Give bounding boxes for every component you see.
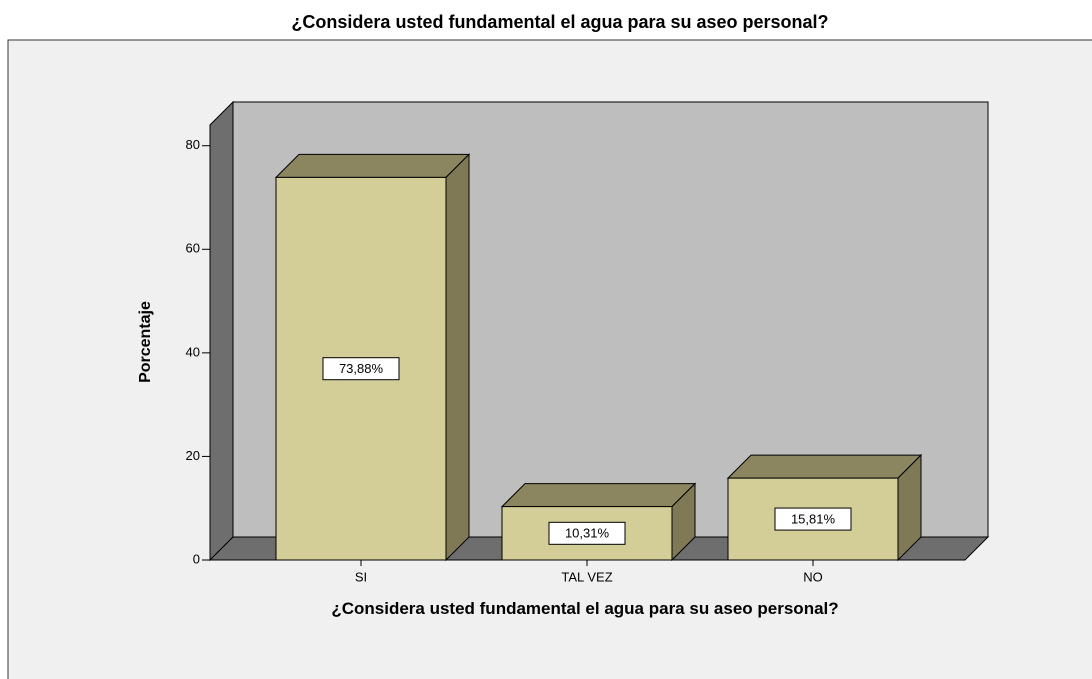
y-tick-label: 60 (186, 241, 200, 256)
bar-top (726, 454, 923, 479)
left-wall (209, 100, 234, 562)
y-axis-label: Porcentaje (137, 301, 154, 383)
x-axis-label: ¿Considera usted fundamental el agua par… (331, 599, 839, 618)
value-label: 15,81% (791, 512, 836, 527)
y-tick-label: 0 (193, 551, 200, 566)
value-label-box (548, 521, 626, 545)
bar-top (500, 483, 697, 508)
y-tick-label: 80 (186, 137, 200, 152)
y-tick-label: 20 (186, 448, 200, 463)
chart-title: ¿Considera usted fundamental el agua par… (291, 12, 828, 32)
x-tick-label: TAL VEZ (561, 569, 612, 584)
bar-top (274, 153, 471, 178)
y-tick-label: 40 (186, 344, 200, 359)
value-label-box (322, 357, 400, 381)
value-label: 10,31% (565, 526, 610, 541)
value-label-box (774, 507, 852, 531)
x-tick-label: SI (355, 569, 367, 584)
x-tick-label: NO (803, 569, 823, 584)
bar-side (445, 153, 470, 562)
value-label: 73,88% (339, 361, 384, 376)
